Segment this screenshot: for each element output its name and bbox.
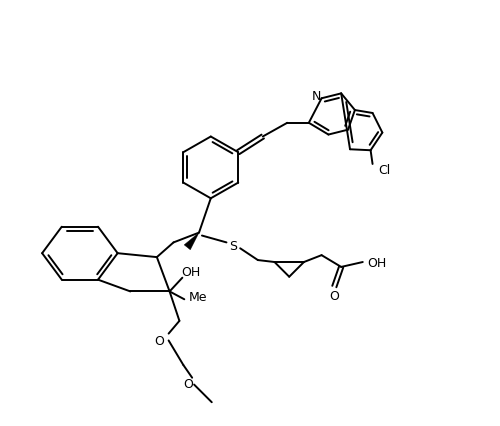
- Text: O: O: [184, 377, 193, 390]
- Text: OH: OH: [367, 256, 386, 269]
- Text: OH: OH: [182, 266, 201, 279]
- Text: Cl: Cl: [378, 164, 390, 177]
- Text: Me: Me: [189, 290, 208, 303]
- Text: O: O: [154, 334, 164, 347]
- Polygon shape: [184, 233, 199, 250]
- Text: N: N: [312, 89, 322, 103]
- Text: O: O: [330, 289, 340, 302]
- Text: S: S: [230, 239, 237, 252]
